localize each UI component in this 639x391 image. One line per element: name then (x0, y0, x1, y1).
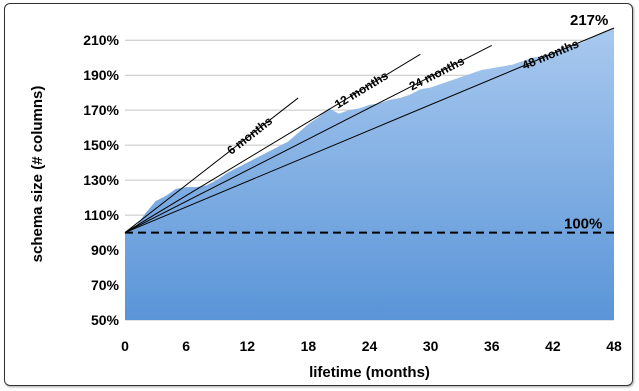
reference-line-label: 6 months (224, 114, 275, 158)
schema-size-area (125, 28, 614, 320)
y-tick-label: 190% (83, 67, 119, 83)
y-tick-label: 170% (83, 102, 119, 118)
y-tick-label: 210% (83, 32, 119, 48)
baseline-label: 100% (564, 216, 602, 233)
x-tick-label: 24 (362, 338, 378, 354)
y-tick-label: 110% (84, 207, 120, 223)
area-layer (125, 28, 614, 320)
reference-line-12m (124, 53, 421, 234)
x-axis-ticks: 0 6 12 18 24 30 36 42 48 (121, 338, 622, 354)
y-tick-label: 70% (91, 277, 120, 293)
y-tick-label: 150% (83, 137, 119, 153)
reference-line-6m (124, 97, 299, 233)
y-axis-ticks: 50% 70% 90% 110% 130% 150% 170% 190% 210% (83, 32, 119, 328)
x-tick-label: 36 (484, 338, 500, 354)
x-tick-label: 0 (121, 338, 129, 354)
x-axis-title: lifetime (months) (309, 364, 430, 381)
x-tick-label: 12 (239, 338, 255, 354)
y-tick-label: 130% (83, 172, 119, 188)
y-axis-title: schema size (# columns) (29, 86, 46, 263)
x-tick-label: 42 (545, 338, 561, 354)
baseline-layer: 100% (125, 216, 614, 234)
y-tick-label: 50% (91, 312, 120, 328)
x-tick-label: 18 (301, 338, 317, 354)
end-value-label: 217% (570, 12, 608, 29)
reference-line-48m (124, 27, 615, 234)
x-tick-label: 48 (606, 338, 622, 354)
x-tick-label: 30 (423, 338, 439, 354)
x-tick-label: 6 (182, 338, 190, 354)
y-tick-label: 90% (91, 242, 120, 258)
reference-line-24m (124, 45, 492, 234)
